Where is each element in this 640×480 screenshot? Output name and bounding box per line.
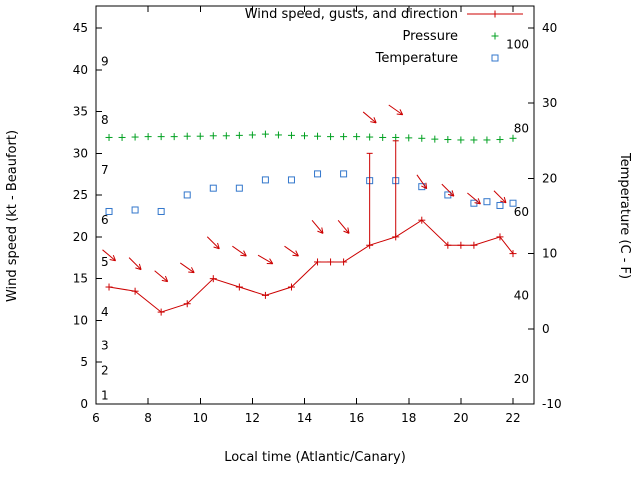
svg-text:40: 40 (73, 63, 88, 77)
svg-text:30: 30 (73, 146, 88, 160)
beaufort-scale-labels: 1 2 3 4 5 6 7 8 9 (101, 54, 109, 402)
y-right-ticks: -10 0 10 20 30 40 (528, 21, 562, 411)
svg-text:8: 8 (101, 113, 109, 127)
svg-text:20: 20 (514, 372, 529, 386)
y-axis-right-title: Temperature (C - F) (617, 152, 632, 279)
svg-text:40: 40 (542, 21, 557, 35)
svg-text:80: 80 (514, 121, 529, 135)
plot-border (95, 5, 535, 405)
gust-bars (366, 140, 399, 246)
svg-text:-10: -10 (542, 397, 562, 411)
svg-text:5: 5 (101, 255, 109, 269)
chart-generated-layer: 6 8 10 12 14 16 18 20 22051015202530354045-10010… (73, 5, 562, 425)
svg-text:6: 6 (101, 213, 109, 227)
y-left-ticks: 0 5 10 15 20 25 30 35 40 45 (73, 21, 102, 411)
pressure-series (105, 130, 517, 144)
svg-text:5: 5 (80, 355, 88, 369)
svg-text:100: 100 (506, 38, 529, 52)
legend-pressure-label: Pressure (402, 29, 458, 44)
svg-text:18: 18 (401, 411, 416, 425)
x-axis-ticks: 6 8 10 12 14 16 18 20 22 (92, 6, 521, 425)
svg-text:1: 1 (101, 389, 109, 403)
svg-text:20: 20 (453, 411, 468, 425)
svg-text:20: 20 (542, 171, 557, 185)
svg-text:15: 15 (73, 272, 88, 286)
svg-text:3: 3 (101, 339, 109, 353)
svg-text:16: 16 (349, 411, 364, 425)
svg-text:45: 45 (73, 21, 88, 35)
wind-series (105, 216, 517, 316)
svg-text:60: 60 (514, 205, 529, 219)
temperature-series (105, 170, 517, 215)
svg-text:6: 6 (92, 411, 100, 425)
svg-text:30: 30 (542, 96, 557, 110)
y-axis-left-title: Wind speed (kt - Beaufort) (5, 130, 20, 302)
wind-direction-arrows (102, 104, 507, 283)
svg-text:10: 10 (193, 411, 208, 425)
svg-text:22: 22 (505, 411, 520, 425)
svg-text:7: 7 (101, 163, 109, 177)
svg-text:8: 8 (144, 411, 152, 425)
svg-text:4: 4 (101, 305, 109, 319)
svg-text:0: 0 (542, 322, 550, 336)
legend-wind-label: Wind speed, gusts, and direction (245, 7, 458, 22)
svg-text:12: 12 (245, 411, 260, 425)
legend-samples (467, 10, 523, 62)
svg-text:35: 35 (73, 105, 88, 119)
svg-text:9: 9 (101, 54, 109, 68)
svg-text:2: 2 (101, 364, 109, 378)
svg-text:20: 20 (73, 230, 88, 244)
fahrenheit-scale-labels: 20 40 60 80 100 (506, 38, 529, 386)
svg-text:40: 40 (514, 288, 529, 302)
svg-text:10: 10 (73, 313, 88, 327)
x-axis-title: Local time (Atlantic/Canary) (224, 450, 406, 465)
svg-text:14: 14 (297, 411, 312, 425)
svg-text:10: 10 (542, 247, 557, 261)
svg-text:0: 0 (80, 397, 88, 411)
svg-text:25: 25 (73, 188, 88, 202)
legend-temperature-label: Temperature (375, 51, 458, 66)
